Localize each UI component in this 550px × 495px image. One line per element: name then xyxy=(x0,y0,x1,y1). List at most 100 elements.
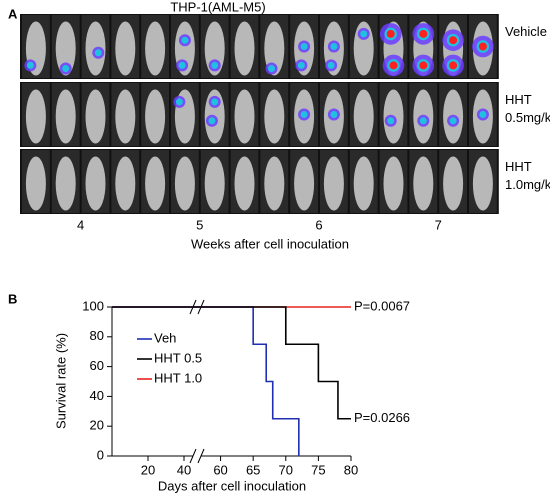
signal xyxy=(478,42,487,51)
signal xyxy=(389,61,398,70)
legend-label: HHT 1.0 xyxy=(154,370,202,385)
signal xyxy=(419,29,428,38)
y-axis-label: Survival rate (%) xyxy=(53,333,68,429)
mouse xyxy=(472,156,493,211)
panel-title: THP-1(AML-M5) xyxy=(170,0,265,14)
x-tick-label: 80 xyxy=(344,462,358,477)
mouse xyxy=(413,156,434,211)
row-label-line: Vehicle xyxy=(505,24,547,39)
signal xyxy=(330,43,338,50)
mouse xyxy=(115,89,136,144)
signal xyxy=(387,117,395,125)
series-line xyxy=(112,306,300,456)
mouse xyxy=(204,21,225,76)
mouse xyxy=(25,156,46,211)
week-label: 4 xyxy=(77,217,84,232)
axis-break xyxy=(197,448,205,464)
y-tick-label: 80 xyxy=(90,328,104,343)
mouse xyxy=(353,89,374,144)
y-tick-label: 20 xyxy=(90,418,104,433)
x-tick-label: 20 xyxy=(141,462,155,477)
mouse xyxy=(353,156,374,211)
mouse xyxy=(443,156,464,211)
row-label: HHT 1.0mg/kg xyxy=(505,159,550,192)
signal xyxy=(449,117,457,125)
y-tick-label: 60 xyxy=(90,358,104,373)
panel-label: B xyxy=(8,291,17,306)
signal xyxy=(175,98,183,106)
mouse xyxy=(294,156,315,211)
row-label: Vehicle xyxy=(505,24,547,39)
x-label: Weeks after cell inoculation xyxy=(191,236,349,251)
row-label-line: HHT xyxy=(505,159,532,174)
signal xyxy=(300,111,308,118)
x-tick-label: 70 xyxy=(279,462,293,477)
mouse xyxy=(174,156,195,211)
signal xyxy=(419,61,428,70)
signal xyxy=(386,29,395,38)
mouse xyxy=(145,156,166,211)
signal xyxy=(211,98,219,106)
signal xyxy=(178,61,186,69)
mouse xyxy=(85,89,106,144)
series-line xyxy=(112,306,351,420)
annotation: P=0.0067 xyxy=(354,298,410,313)
axis-break xyxy=(189,448,197,464)
mouse xyxy=(115,156,136,211)
x-tick-label: 65 xyxy=(246,462,260,477)
mouse xyxy=(145,21,166,76)
x-tick-label: 40 xyxy=(177,462,191,477)
x-tick-label: 75 xyxy=(311,462,325,477)
legend-label: Veh xyxy=(154,330,176,345)
signal xyxy=(300,43,308,50)
x-axis-label: Days after cell inoculation xyxy=(158,478,306,493)
y-tick-label: 100 xyxy=(82,298,104,313)
week-label: 5 xyxy=(196,217,203,232)
annotation: P=0.0266 xyxy=(354,410,410,425)
mouse xyxy=(115,21,136,76)
signal xyxy=(208,117,216,125)
x-tick-label: 60 xyxy=(213,462,227,477)
mouse xyxy=(264,156,285,211)
y-tick-label: 40 xyxy=(90,388,104,403)
mouse xyxy=(55,21,76,76)
row-label: HHT 0.5mg/kg xyxy=(505,92,550,125)
signal xyxy=(94,49,102,57)
mouse xyxy=(25,89,46,144)
mouse xyxy=(204,156,225,211)
row-label-line: HHT xyxy=(505,92,532,107)
signal xyxy=(211,61,219,69)
row-label-line: 1.0mg/kg xyxy=(505,177,550,192)
signal xyxy=(449,36,458,45)
signal xyxy=(419,117,427,125)
mouse xyxy=(264,89,285,144)
signal xyxy=(297,61,305,69)
signal xyxy=(360,30,368,38)
week-label: 7 xyxy=(435,217,442,232)
panel-label: A xyxy=(8,6,18,21)
mouse xyxy=(264,21,285,76)
week-label: 6 xyxy=(315,217,322,232)
mouse xyxy=(145,89,166,144)
mouse xyxy=(55,89,76,144)
image-grid xyxy=(20,14,499,214)
y-tick-label: 0 xyxy=(97,447,104,462)
mouse xyxy=(55,156,76,211)
mouse xyxy=(85,156,106,211)
mouse xyxy=(234,156,255,211)
signal xyxy=(330,111,338,118)
row-label-line: 0.5mg/kg xyxy=(505,110,550,125)
signal xyxy=(62,65,70,73)
signal xyxy=(327,61,335,69)
signal xyxy=(26,61,34,69)
mouse xyxy=(383,156,404,211)
signal xyxy=(268,65,276,73)
signal xyxy=(181,36,189,44)
signal xyxy=(449,61,458,70)
mouse xyxy=(234,89,255,144)
mouse xyxy=(234,21,255,76)
legend-label: HHT 0.5 xyxy=(154,350,202,365)
mouse xyxy=(323,156,344,211)
signal xyxy=(479,111,487,118)
